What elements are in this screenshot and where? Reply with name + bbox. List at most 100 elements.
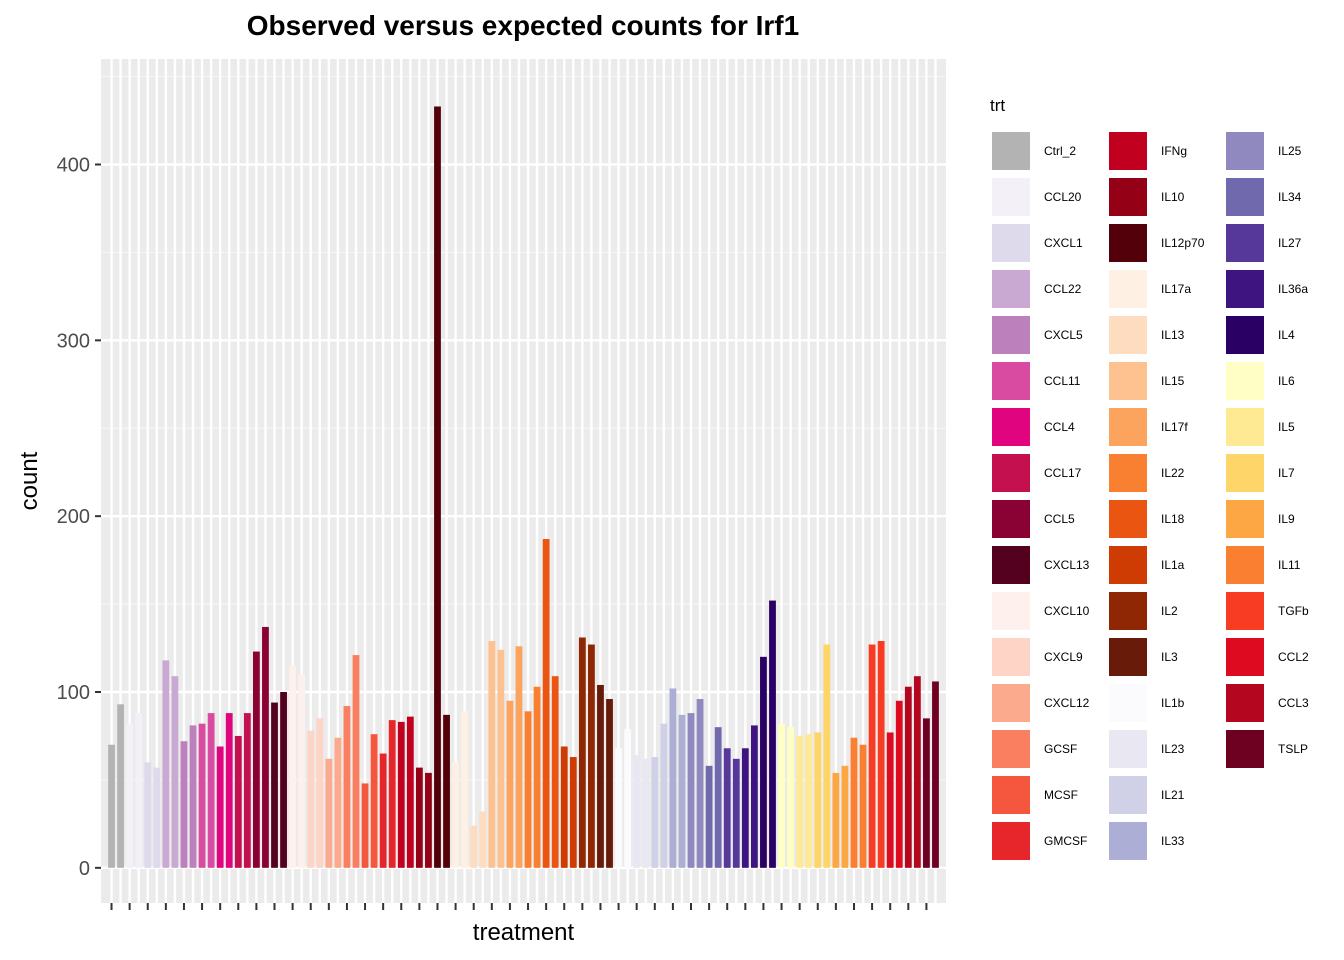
plot-panel: [101, 59, 946, 903]
y-tick-label: 400: [57, 155, 90, 177]
legend-item: CCL17: [990, 450, 1107, 496]
bar-il17a: [461, 711, 469, 868]
legend-key: [1107, 820, 1149, 862]
bar-il25: [687, 713, 695, 868]
bar-tslp: [932, 681, 939, 868]
legend-item: CCL22: [990, 266, 1107, 312]
legend-key: [990, 820, 1032, 862]
legend-key: [1107, 544, 1149, 586]
bar-il27: [732, 758, 740, 868]
bar-il5: [796, 735, 804, 868]
legend-key: [990, 452, 1032, 494]
bar-il36a: [741, 748, 749, 868]
bar-il15: [497, 649, 505, 868]
bar-il27: [723, 748, 731, 868]
bar-il1b: [615, 748, 622, 868]
legend-item: IL25: [1224, 128, 1341, 174]
legend-item: GCSF: [990, 726, 1107, 772]
bar-il34: [705, 765, 713, 868]
legend-item: MCSF: [990, 772, 1107, 818]
legend-key: [990, 176, 1032, 218]
legend-key: [1107, 314, 1149, 356]
legend-title: trt: [990, 96, 1006, 115]
legend-item: CCL11: [990, 358, 1107, 404]
bar-il12p70: [434, 106, 441, 868]
bar-ccl5: [253, 651, 260, 868]
bar-ctrl-2: [117, 704, 124, 868]
bar-il1a: [569, 757, 577, 868]
legend-item: IL10: [1107, 174, 1224, 220]
bar-il23: [642, 758, 650, 868]
legend-key: [1224, 314, 1266, 356]
legend-key: [1107, 130, 1149, 172]
legend-label: IL25: [1278, 144, 1302, 158]
legend-key: [990, 774, 1032, 816]
legend-key: [1107, 452, 1149, 494]
legend-item: CCL3: [1224, 680, 1341, 726]
legend-key: [1107, 406, 1149, 448]
legend-label: CCL17: [1044, 466, 1082, 480]
bar-ccl3: [904, 686, 912, 868]
legend-item: CCL20: [990, 174, 1107, 220]
legend-label: CCL3: [1278, 696, 1309, 710]
bar-il4: [769, 600, 776, 868]
bar-ccl5: [262, 626, 269, 868]
legend-key: [1107, 590, 1149, 632]
bar-il25: [696, 699, 704, 868]
y-tick-label: 100: [57, 682, 90, 704]
bar-gmcsf: [388, 720, 396, 868]
bar-cxcl5: [180, 741, 188, 868]
bar-il21: [660, 723, 668, 868]
bar-gmcsf: [379, 753, 387, 868]
bar-il18: [542, 539, 550, 868]
legend-label: CXCL9: [1044, 650, 1083, 664]
bar-il18: [551, 676, 559, 868]
legend-label: IL36a: [1278, 282, 1309, 296]
legend-item: CXCL1: [990, 220, 1107, 266]
bar-cxcl9: [307, 730, 315, 868]
y-tick-label: 200: [57, 506, 90, 528]
legend-label: Ctrl_2: [1044, 144, 1077, 158]
legend-label: IL15: [1161, 374, 1185, 388]
bar-ifng: [406, 716, 414, 868]
bar-ccl20: [126, 723, 134, 868]
bar-tslp: [923, 718, 930, 868]
legend-item: IL15: [1107, 358, 1224, 404]
bar-il10: [415, 767, 423, 868]
legend-item: IL5: [1224, 404, 1341, 450]
legend-item: CCL5: [990, 496, 1107, 542]
y-axis-title: count: [16, 451, 43, 510]
legend-item: IFNg: [1107, 128, 1224, 174]
bar-il17f: [506, 700, 514, 868]
bars-layer: [108, 106, 939, 868]
x-axis-title: treatment: [473, 919, 575, 946]
bar-cxcl10: [298, 674, 306, 868]
y-tick-label: 0: [79, 858, 90, 880]
chart-title: Observed versus expected counts for Irf1: [246, 10, 800, 41]
legend-item: TSLP: [1224, 726, 1341, 772]
legend-label: IL9: [1278, 512, 1295, 526]
legend-label: CXCL5: [1044, 328, 1083, 342]
legend-key: [1224, 590, 1266, 632]
legend-item: IL21: [1107, 772, 1224, 818]
legend-item: TGFb: [1224, 588, 1341, 634]
legend-label: IL7: [1278, 466, 1295, 480]
bar-il17a: [452, 762, 459, 868]
bar-il3: [597, 684, 604, 868]
bar-il2: [578, 637, 586, 868]
legend-item: CXCL10: [990, 588, 1107, 634]
bar-il21: [651, 757, 659, 868]
bar-il9: [832, 772, 840, 868]
legend-label: IL10: [1161, 190, 1185, 204]
bar-ccl22: [162, 660, 170, 868]
legend-item: IL33: [1107, 818, 1224, 864]
legend-label: CCL4: [1044, 420, 1075, 434]
legend-label: IL21: [1161, 788, 1185, 802]
legend-label: IL6: [1278, 374, 1295, 388]
bar-ccl20: [135, 713, 143, 868]
bar-tgfb: [877, 641, 885, 868]
legend-item: IL27: [1224, 220, 1341, 266]
legend-key: [990, 360, 1032, 402]
bar-ccl11: [207, 713, 215, 868]
legend-label: CCL11: [1044, 374, 1081, 388]
